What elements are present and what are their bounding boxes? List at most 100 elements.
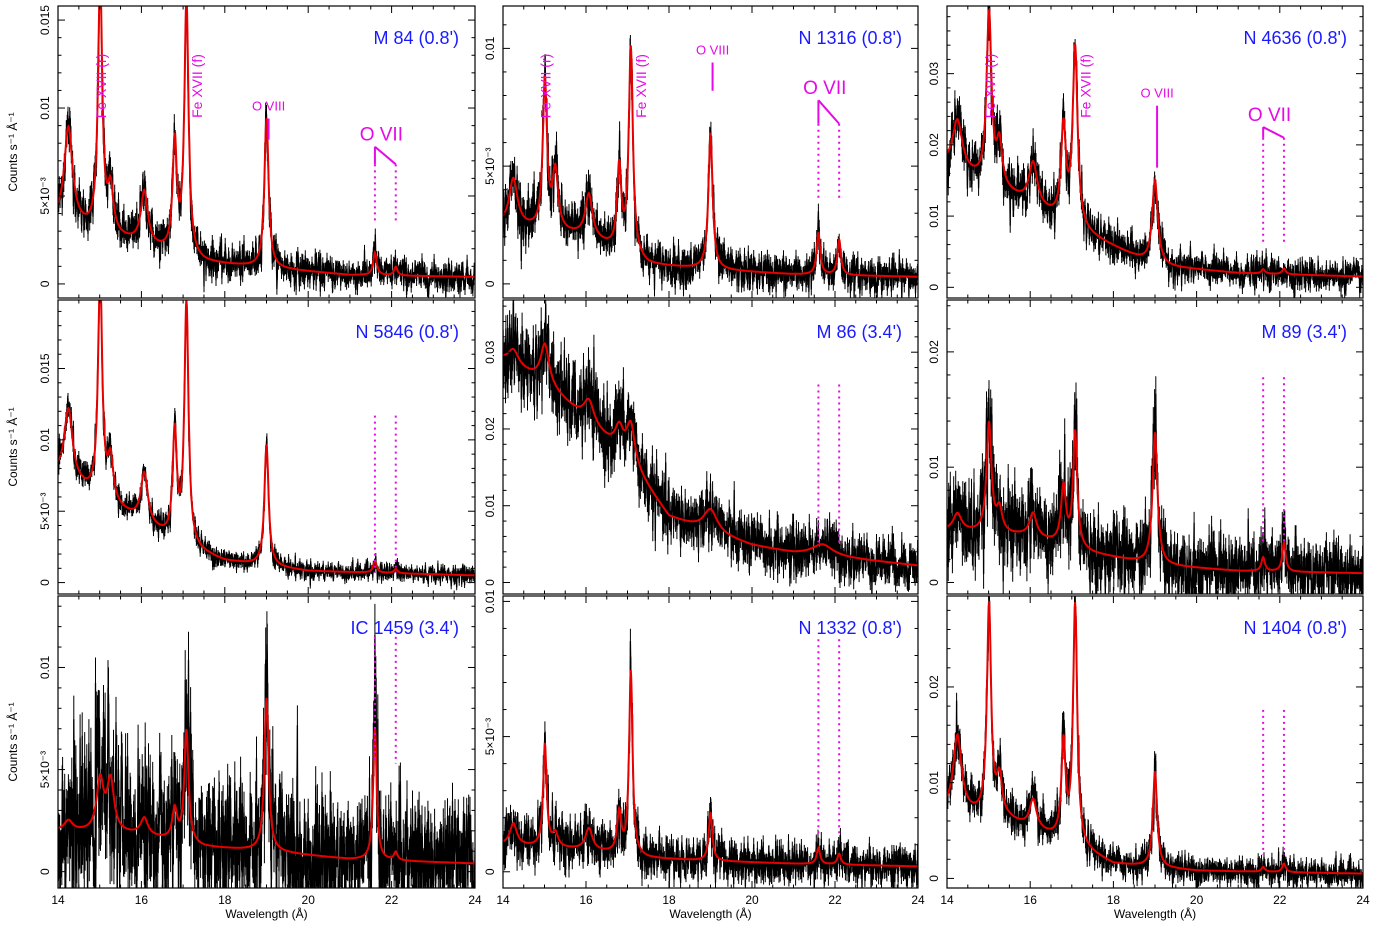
o-vii-f-marker bbox=[374, 145, 397, 166]
x-tick-label: 20 bbox=[1190, 893, 1204, 907]
o-viii-label: O VIII bbox=[1140, 86, 1173, 101]
panel-title: N 4636 (0.8') bbox=[1244, 28, 1348, 48]
y-tick-label: 0.01 bbox=[927, 204, 941, 228]
y-ticks: 0 0.01 0.02 bbox=[927, 609, 1363, 882]
x-ticks bbox=[946, 6, 1364, 298]
panel-title: N 1316 (0.8') bbox=[799, 28, 903, 48]
panel-title: M 89 (3.4') bbox=[1262, 322, 1347, 342]
y-tick-label: 0.01 bbox=[483, 36, 497, 60]
y-tick-label: 0.01 bbox=[483, 589, 497, 613]
plot-area bbox=[503, 300, 918, 594]
x-ticks bbox=[502, 6, 919, 298]
o-vii-f-marker bbox=[1262, 126, 1285, 139]
plot-area bbox=[503, 628, 918, 888]
plot-area bbox=[947, 596, 1363, 888]
y-tick-label: 0.01 bbox=[483, 494, 497, 518]
y-tick-label: 0.01 bbox=[38, 96, 52, 120]
fe-xvii-f-label: Fe XVII (f) bbox=[1078, 54, 1094, 118]
line-annotations: Fe XVII (r) Fe XVII (f) O VIII O VII bbox=[982, 54, 1291, 244]
y-tick-label: 0.01 bbox=[38, 428, 52, 452]
o-viii-label: O VIII bbox=[696, 43, 729, 58]
x-ticks: 14 16 18 20 22 24 bbox=[496, 596, 925, 907]
x-tick-label: 14 bbox=[51, 893, 65, 907]
x-ticks: 14 16 18 20 22 24 bbox=[940, 596, 1370, 907]
y-axis-label: Counts s⁻¹ Å⁻¹ bbox=[5, 112, 20, 191]
y-tick-label: 0 bbox=[483, 280, 497, 287]
x-ticks bbox=[502, 300, 919, 594]
panel-6: 0 0.01 0.02 M 89 (3.4') bbox=[927, 299, 1364, 595]
x-axis-label: Wavelength (Å) bbox=[669, 906, 751, 921]
o-vii-label: O VII bbox=[360, 125, 403, 146]
y-ticks: 0 5×10⁻³ 0.01 0.015 bbox=[38, 5, 475, 287]
panel-3: 00.010.020.03N 4636 (0.8')Fe XVII (r) Fe … bbox=[927, 5, 1364, 299]
x-tick-label: 16 bbox=[1024, 893, 1038, 907]
line-annotations: Fe XVII (r) Fe XVII (f) O VIII O VII bbox=[538, 43, 846, 202]
y-tick-label: 0.015 bbox=[38, 353, 52, 383]
plot-area bbox=[58, 603, 475, 888]
o-vii-label: O VII bbox=[803, 78, 846, 99]
fe-xvii-f-label: Fe XVII (f) bbox=[189, 54, 205, 118]
line-annotations bbox=[817, 384, 841, 543]
o-viii-label: O VIII bbox=[252, 99, 285, 114]
y-tick-label: 5×10⁻³ bbox=[483, 147, 497, 184]
x-tick-label: 18 bbox=[662, 893, 676, 907]
y-tick-label: 5×10⁻³ bbox=[38, 177, 52, 214]
plot-area bbox=[503, 35, 918, 298]
x-ticks bbox=[946, 300, 1364, 594]
panel-title: M 86 (3.4') bbox=[817, 322, 902, 342]
x-tick-label: 18 bbox=[218, 893, 232, 907]
x-tick-label: 14 bbox=[940, 893, 954, 907]
y-tick-label: 0 bbox=[927, 579, 941, 586]
line-annotations bbox=[1262, 377, 1285, 544]
y-tick-label: 0.01 bbox=[927, 771, 941, 795]
x-tick-label: 14 bbox=[496, 893, 510, 907]
fe-xvii-r-label: Fe XVII (r) bbox=[982, 54, 998, 119]
y-tick-label: 0.03 bbox=[927, 62, 941, 86]
y-tick-label: 0 bbox=[927, 875, 941, 882]
x-axis-label: Wavelength (Å) bbox=[1114, 906, 1196, 921]
plot-area bbox=[58, 6, 475, 298]
y-ticks: 0 5×10⁻³ 0.01 0.015 bbox=[38, 310, 475, 586]
y-tick-label: 0.02 bbox=[927, 133, 941, 157]
model-series bbox=[58, 697, 475, 865]
data-errorbars bbox=[58, 300, 475, 591]
panel-title: N 1332 (0.8') bbox=[799, 618, 903, 638]
y-tick-label: 0 bbox=[38, 868, 52, 875]
o-vii-f-marker bbox=[817, 99, 840, 125]
line-annotations bbox=[817, 639, 841, 837]
data-series bbox=[947, 393, 1363, 594]
fe-xvii-r-label: Fe XVII (r) bbox=[93, 54, 109, 119]
y-tick-label: 5×10⁻³ bbox=[38, 493, 52, 530]
panel-title: N 1404 (0.8') bbox=[1244, 618, 1348, 638]
y-ticks: 0 5×10⁻³ 0.01 bbox=[483, 589, 918, 875]
y-tick-label: 0.02 bbox=[927, 340, 941, 364]
y-tick-label: 0.02 bbox=[927, 675, 941, 699]
model-series bbox=[947, 420, 1363, 575]
data-series bbox=[503, 300, 918, 594]
x-tick-label: 22 bbox=[828, 893, 842, 907]
fe-xvii-f-label: Fe XVII (f) bbox=[633, 54, 649, 118]
x-tick-label: 20 bbox=[745, 893, 759, 907]
x-tick-label: 22 bbox=[385, 893, 399, 907]
model-series bbox=[503, 669, 918, 868]
data-series bbox=[58, 300, 475, 588]
y-tick-label: 0 bbox=[483, 868, 497, 875]
y-ticks: 0 5×10⁻³ 0.01 bbox=[38, 605, 475, 875]
x-tick-label: 20 bbox=[302, 893, 316, 907]
y-tick-label: 0 bbox=[38, 579, 52, 586]
y-tick-label: 0.03 bbox=[483, 340, 497, 364]
x-ticks bbox=[57, 300, 476, 594]
model-series bbox=[58, 6, 475, 278]
y-ticks: 0 0.01 0.02 bbox=[927, 305, 1363, 586]
plot-area bbox=[947, 6, 1363, 298]
line-annotations bbox=[373, 415, 397, 573]
model-series bbox=[947, 601, 1363, 875]
x-tick-label: 16 bbox=[135, 893, 149, 907]
y-tick-label: 0.01 bbox=[927, 455, 941, 479]
x-tick-label: 24 bbox=[468, 893, 482, 907]
panel-title: IC 1459 (3.4') bbox=[351, 618, 460, 638]
line-annotations bbox=[1262, 709, 1285, 855]
y-tick-label: 0.02 bbox=[483, 417, 497, 441]
fe-xvii-r-label: Fe XVII (r) bbox=[538, 54, 554, 119]
